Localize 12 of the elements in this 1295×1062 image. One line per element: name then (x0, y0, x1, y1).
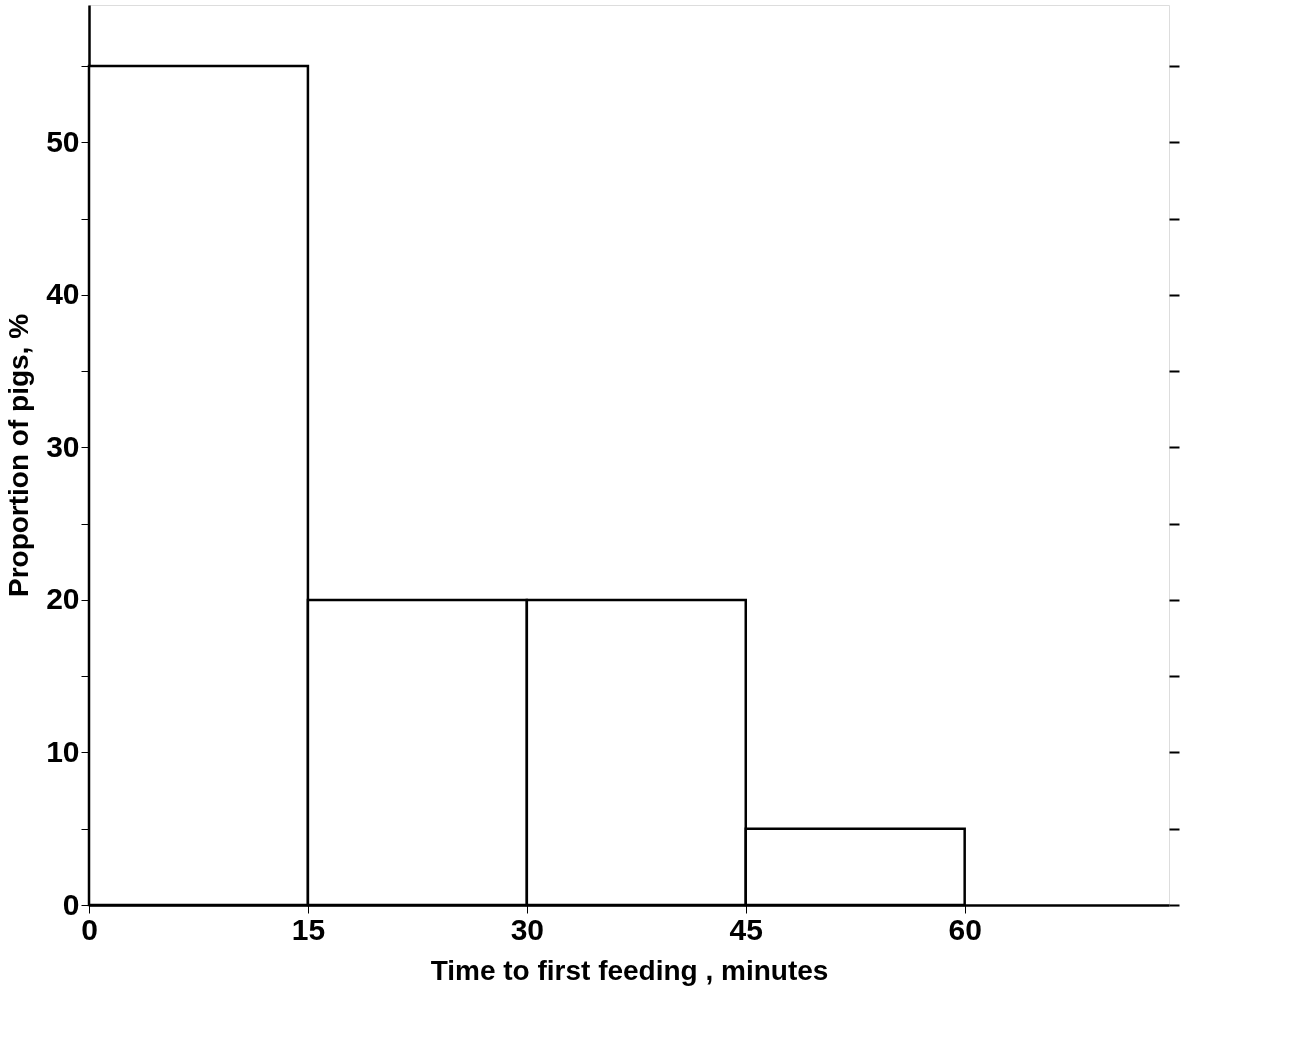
x-axis-title: Time to first feeding , minutes (430, 954, 829, 986)
y-tick-label: 0 (62, 887, 80, 921)
x-tick-label: 60 (948, 912, 982, 946)
y-tick-label: 50 (46, 124, 80, 158)
y-axis-title: Proportion of pigs, % (3, 313, 35, 598)
y-tick-label: 20 (46, 582, 80, 616)
x-tick-label: 45 (729, 912, 763, 946)
x-tick-label: 30 (510, 912, 545, 946)
x-tick-label: 15 (291, 912, 326, 946)
y-tick-label: 10 (46, 734, 80, 768)
y-tick-label: 30 (46, 429, 80, 463)
y-tick-label: 40 (46, 277, 80, 311)
